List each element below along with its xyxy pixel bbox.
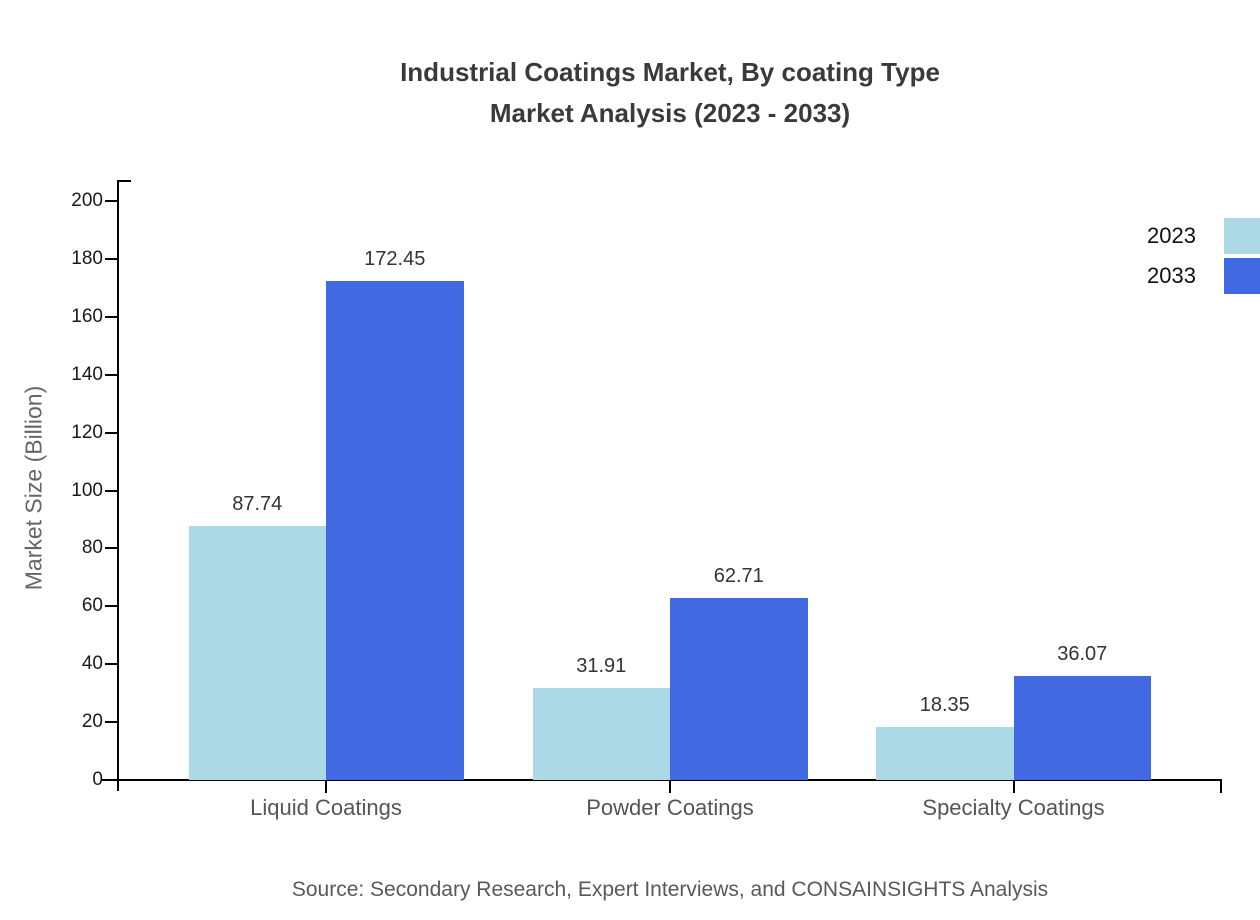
value-label-2023-powder-coatings: 31.91: [576, 654, 627, 677]
value-label-2023-liquid-coatings: 87.74: [232, 492, 283, 515]
bar-2033-liquid-coatings: [326, 280, 464, 780]
y-tick-label: 180: [71, 247, 103, 269]
x-tick: [669, 780, 671, 793]
bar-2023-liquid-coatings: [188, 525, 326, 780]
y-tick: [105, 257, 118, 260]
y-tick: [105, 779, 118, 781]
bar-2033-powder-coatings: [670, 598, 808, 780]
chart-title: Industrial Coatings Market, By coating T…: [400, 52, 940, 134]
x-axis-line: [102, 779, 1222, 781]
legend-swatch-2033: [1224, 258, 1260, 294]
category-label-powder-coatings: Powder Coatings: [586, 795, 754, 820]
value-label-2033-liquid-coatings: 172.45: [364, 247, 426, 270]
legend-label-2033: 2033: [1147, 263, 1196, 288]
y-tick-label: 160: [71, 305, 103, 327]
x-axis-cap: [1220, 780, 1222, 793]
chart-title-line2: Market Analysis (2023 - 2033): [489, 98, 851, 128]
y-tick: [105, 373, 118, 376]
category-label-liquid-coatings: Liquid Coatings: [250, 795, 402, 820]
x-tick: [1012, 780, 1015, 793]
y-tick-label: 120: [71, 421, 103, 443]
y-tick-label: 40: [81, 653, 103, 675]
y-tick-label: 200: [71, 190, 103, 211]
value-label-2033-specialty-coatings: 36.07: [1057, 642, 1108, 665]
x-tick: [325, 780, 327, 793]
y-tick: [105, 721, 118, 724]
bar-2033-specialty-coatings: [1013, 675, 1151, 780]
y-tick: [105, 431, 118, 434]
bar-2023-specialty-coatings: [876, 726, 1014, 780]
y-axis-line: [116, 180, 119, 791]
bar-2023-powder-coatings: [532, 687, 670, 780]
value-label-2023-specialty-coatings: 18.35: [919, 693, 970, 716]
y-tick: [105, 663, 118, 666]
source-note: Source: Secondary Research, Expert Inter…: [291, 878, 1049, 901]
y-tick: [105, 200, 118, 202]
y-tick: [105, 605, 118, 608]
y-tick-label: 0: [92, 769, 103, 790]
chart-title-line1: Industrial Coatings Market, By coating T…: [400, 57, 940, 87]
y-tick-label: 20: [81, 711, 103, 733]
y-tick-label: 100: [71, 479, 103, 501]
y-tick: [105, 547, 118, 550]
legend-swatch-2023: [1224, 218, 1260, 254]
legend-label-2023: 2023: [1147, 223, 1196, 248]
y-tick-label: 140: [71, 363, 103, 385]
y-tick: [105, 489, 118, 492]
y-axis-cap: [118, 180, 131, 182]
value-label-2033-powder-coatings: 62.71: [713, 565, 764, 588]
y-tick-label: 60: [81, 595, 103, 617]
y-tick: [105, 315, 118, 318]
category-label-specialty-coatings: Specialty Coatings: [922, 795, 1105, 820]
y-tick-label: 80: [81, 537, 103, 559]
